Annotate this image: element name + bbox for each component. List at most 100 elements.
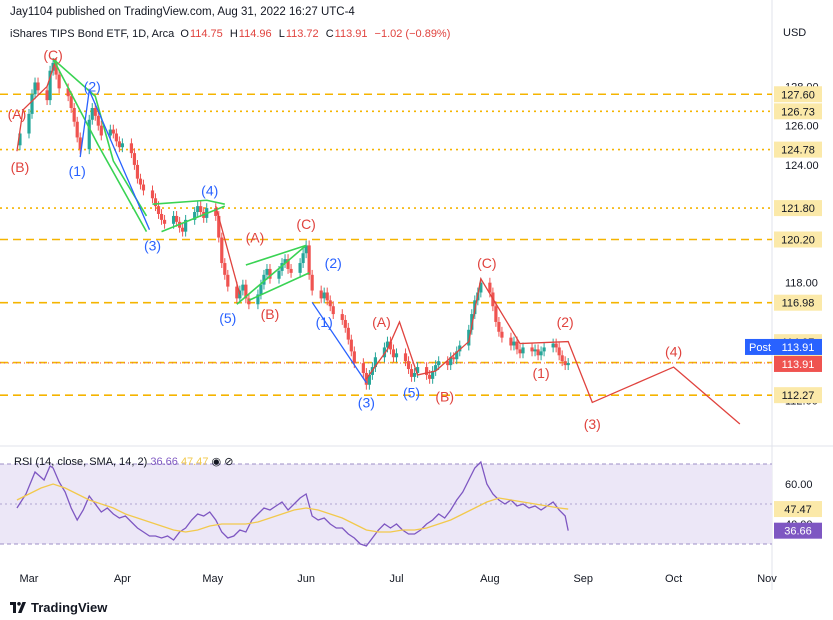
candle bbox=[304, 240, 308, 259]
rsi-line bbox=[16, 460, 569, 547]
candle-body bbox=[69, 96, 73, 108]
wave-label: (C) bbox=[296, 216, 315, 232]
candle bbox=[412, 368, 417, 382]
ohlc-open-key: O bbox=[180, 28, 189, 40]
candle-body bbox=[33, 82, 37, 95]
candle-body bbox=[385, 341, 390, 348]
candle-body bbox=[184, 219, 188, 232]
candle-body bbox=[36, 82, 40, 91]
candle bbox=[184, 214, 188, 237]
wave-label: (A) bbox=[8, 106, 27, 122]
candle bbox=[193, 207, 197, 225]
ohlc-close-key: C bbox=[325, 28, 334, 40]
candle-body bbox=[129, 143, 134, 154]
candle bbox=[340, 309, 344, 325]
wave-line bbox=[236, 244, 307, 305]
candle-body bbox=[551, 343, 555, 348]
level-tag bbox=[774, 231, 822, 248]
candle bbox=[406, 356, 411, 374]
candle bbox=[343, 315, 347, 333]
y-tick-label: 124.00 bbox=[785, 160, 819, 172]
candle-body bbox=[319, 290, 323, 299]
candle bbox=[280, 258, 284, 276]
post-price-label: 113.91 bbox=[782, 342, 815, 354]
candle bbox=[539, 346, 543, 361]
candle bbox=[349, 334, 353, 357]
candle-body bbox=[196, 206, 200, 213]
price-change: −1.02 (−0.89%) bbox=[374, 28, 451, 40]
candle bbox=[120, 138, 124, 153]
candle-body bbox=[48, 70, 52, 101]
candle bbox=[325, 287, 329, 306]
candle-body bbox=[512, 341, 516, 346]
candle-body bbox=[394, 353, 399, 358]
wave-line bbox=[215, 205, 241, 295]
candle-body bbox=[120, 143, 124, 148]
x-tick-label: Nov bbox=[757, 573, 777, 585]
candle bbox=[551, 338, 555, 353]
candle bbox=[446, 356, 450, 371]
candle-body bbox=[406, 361, 411, 370]
candle bbox=[181, 222, 185, 237]
candle-body bbox=[455, 351, 459, 360]
candle bbox=[268, 264, 272, 284]
candle-body bbox=[437, 361, 441, 366]
candle-body bbox=[114, 133, 118, 142]
wave-line bbox=[311, 301, 367, 384]
wave-line bbox=[52, 58, 148, 217]
eye-icon[interactable]: ◉ bbox=[211, 456, 222, 468]
candle-body bbox=[138, 178, 143, 185]
candle-body bbox=[452, 357, 456, 360]
wave-line bbox=[365, 276, 741, 425]
candle-body bbox=[497, 321, 501, 332]
candle-body bbox=[141, 184, 146, 191]
candle-body bbox=[509, 337, 513, 346]
post-tag bbox=[745, 338, 775, 355]
candle bbox=[394, 348, 399, 363]
ohlc-high-key: H bbox=[229, 28, 238, 40]
last-price-label: 113.91 bbox=[782, 359, 815, 371]
level-tag-label: 127.60 bbox=[781, 89, 815, 101]
last-price-tag bbox=[774, 355, 822, 372]
candle bbox=[494, 301, 498, 327]
footer-brand[interactable]: TradingView bbox=[10, 600, 107, 615]
candle-body bbox=[425, 367, 429, 375]
rsi-value-tag bbox=[774, 522, 822, 539]
candle-body bbox=[241, 284, 245, 291]
candle-body bbox=[349, 339, 353, 352]
candle-body bbox=[262, 274, 266, 285]
candle bbox=[27, 108, 31, 139]
candle bbox=[96, 110, 100, 131]
candle bbox=[90, 103, 94, 125]
wave-label: (4) bbox=[665, 343, 682, 359]
candle bbox=[45, 85, 49, 106]
candle bbox=[512, 336, 516, 351]
candle bbox=[226, 269, 230, 292]
ohlc-high-value: 114.96 bbox=[238, 28, 272, 40]
candle-body bbox=[301, 253, 305, 264]
candle-body bbox=[542, 347, 546, 352]
candle-body bbox=[117, 141, 121, 148]
x-tick-label: Apr bbox=[114, 573, 131, 585]
candle bbox=[199, 201, 203, 217]
candle bbox=[175, 211, 179, 227]
candle-body bbox=[467, 329, 471, 346]
wave-line bbox=[16, 58, 57, 152]
candle-body bbox=[340, 314, 344, 320]
wave-label: (3) bbox=[144, 237, 161, 253]
wave-label: (3) bbox=[358, 394, 375, 410]
candle-body bbox=[566, 362, 570, 366]
candle-body bbox=[325, 292, 329, 301]
hide-icon[interactable]: ⊘ bbox=[224, 456, 234, 468]
candle-body bbox=[434, 365, 438, 372]
candle-body bbox=[153, 198, 158, 207]
candle-body bbox=[331, 306, 335, 315]
candle bbox=[509, 332, 513, 351]
candle-body bbox=[181, 227, 185, 232]
candle bbox=[141, 179, 146, 196]
candle-body bbox=[57, 74, 61, 89]
wave-label: (5) bbox=[219, 310, 236, 326]
candle-body bbox=[268, 268, 272, 279]
candle-body bbox=[536, 349, 540, 356]
